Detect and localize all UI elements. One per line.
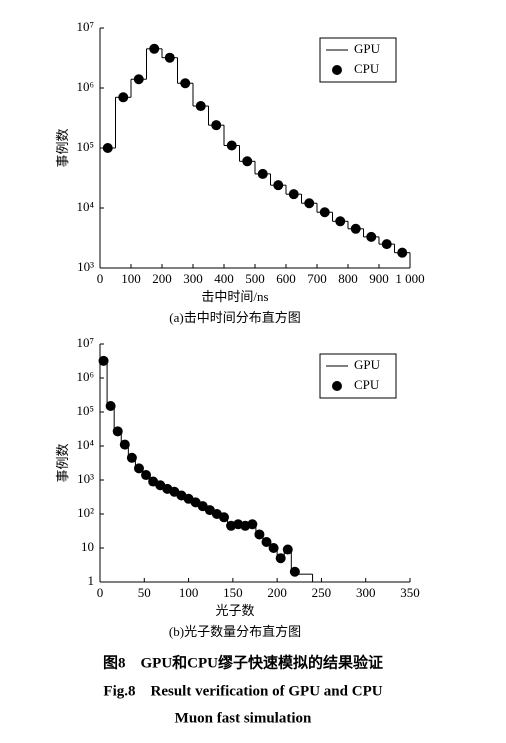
point bbox=[335, 216, 346, 227]
x-tick-label: 50 bbox=[138, 585, 151, 600]
legend-label: CPU bbox=[354, 377, 380, 392]
subtitle: (a)击中时间分布直方图 bbox=[169, 310, 300, 325]
point bbox=[126, 452, 137, 463]
point bbox=[261, 537, 272, 548]
point bbox=[226, 140, 237, 151]
point bbox=[149, 43, 160, 54]
x-tick-label: 400 bbox=[214, 271, 234, 286]
point bbox=[141, 470, 152, 481]
point bbox=[366, 231, 377, 242]
y-axis-label: 事例数 bbox=[55, 443, 70, 482]
legend-label: CPU bbox=[354, 61, 380, 76]
legend-label: GPU bbox=[354, 357, 381, 372]
point bbox=[195, 101, 206, 112]
caption-en: Muon fast simulation bbox=[175, 710, 312, 726]
y-tick-label: 10⁴ bbox=[76, 437, 94, 452]
x-tick-label: 0 bbox=[97, 585, 104, 600]
point bbox=[273, 180, 284, 191]
point bbox=[219, 512, 229, 523]
y-tick-label: 10⁶ bbox=[76, 369, 94, 384]
y-tick-label: 10³ bbox=[77, 471, 94, 486]
point bbox=[98, 355, 109, 366]
point bbox=[118, 92, 129, 103]
subtitle: (b)光子数量分布直方图 bbox=[169, 624, 301, 639]
x-axis-label: 光子数 bbox=[215, 603, 254, 618]
caption-en: Fig.8 Result verification of GPU and CPU bbox=[103, 683, 382, 699]
point bbox=[350, 223, 361, 234]
y-tick-label: 10² bbox=[77, 505, 94, 520]
point bbox=[257, 168, 268, 179]
point bbox=[112, 426, 123, 437]
x-tick-label: 600 bbox=[276, 271, 296, 286]
x-tick-label: 300 bbox=[356, 585, 376, 600]
point bbox=[381, 239, 392, 250]
legend-dot bbox=[332, 65, 342, 75]
point bbox=[211, 120, 222, 131]
y-tick-label: 10³ bbox=[77, 259, 94, 274]
y-tick-label: 10⁴ bbox=[76, 199, 94, 214]
x-tick-label: 900 bbox=[369, 271, 389, 286]
y-tick-label: 10⁷ bbox=[76, 335, 94, 350]
point bbox=[289, 566, 300, 577]
x-tick-label: 200 bbox=[152, 271, 172, 286]
x-tick-label: 250 bbox=[312, 585, 332, 600]
y-tick-label: 1 bbox=[88, 573, 95, 588]
x-axis-label: 击中时间/ns bbox=[201, 289, 268, 304]
point bbox=[254, 529, 265, 540]
legend-box bbox=[319, 353, 397, 399]
point bbox=[247, 519, 258, 530]
point bbox=[242, 156, 253, 167]
x-tick-label: 100 bbox=[179, 585, 199, 600]
x-tick-label: 100 bbox=[121, 271, 141, 286]
x-tick-label: 1 000 bbox=[395, 271, 424, 286]
y-tick-label: 10⁷ bbox=[76, 19, 94, 34]
point bbox=[119, 439, 130, 450]
y-tick-label: 10⁵ bbox=[76, 139, 94, 154]
y-tick-label: 10⁶ bbox=[76, 79, 94, 94]
point bbox=[275, 553, 286, 564]
y-tick-label: 10 bbox=[81, 539, 94, 554]
point bbox=[288, 189, 299, 200]
point bbox=[282, 544, 293, 555]
point bbox=[133, 74, 144, 85]
x-tick-label: 300 bbox=[183, 271, 203, 286]
x-tick-label: 150 bbox=[223, 585, 243, 600]
x-tick-label: 800 bbox=[338, 271, 358, 286]
y-axis-label: 事例数 bbox=[55, 128, 70, 167]
point bbox=[133, 463, 144, 474]
point bbox=[180, 78, 191, 89]
x-tick-label: 500 bbox=[245, 271, 265, 286]
point bbox=[304, 198, 315, 209]
point bbox=[319, 207, 330, 218]
caption-cn: 图8 GPU和CPU缪子快速模拟的结果验证 bbox=[103, 653, 383, 671]
legend-label: GPU bbox=[354, 41, 381, 56]
legend-dot bbox=[332, 381, 342, 391]
x-tick-label: 200 bbox=[267, 585, 287, 600]
point bbox=[105, 401, 116, 412]
point bbox=[102, 143, 113, 153]
x-tick-label: 350 bbox=[400, 585, 420, 600]
legend-box bbox=[319, 37, 397, 83]
x-tick-label: 700 bbox=[307, 271, 327, 286]
x-tick-label: 0 bbox=[97, 271, 104, 286]
point bbox=[397, 247, 408, 258]
point bbox=[164, 52, 175, 63]
point bbox=[268, 543, 279, 553]
y-tick-label: 10⁵ bbox=[76, 403, 94, 418]
